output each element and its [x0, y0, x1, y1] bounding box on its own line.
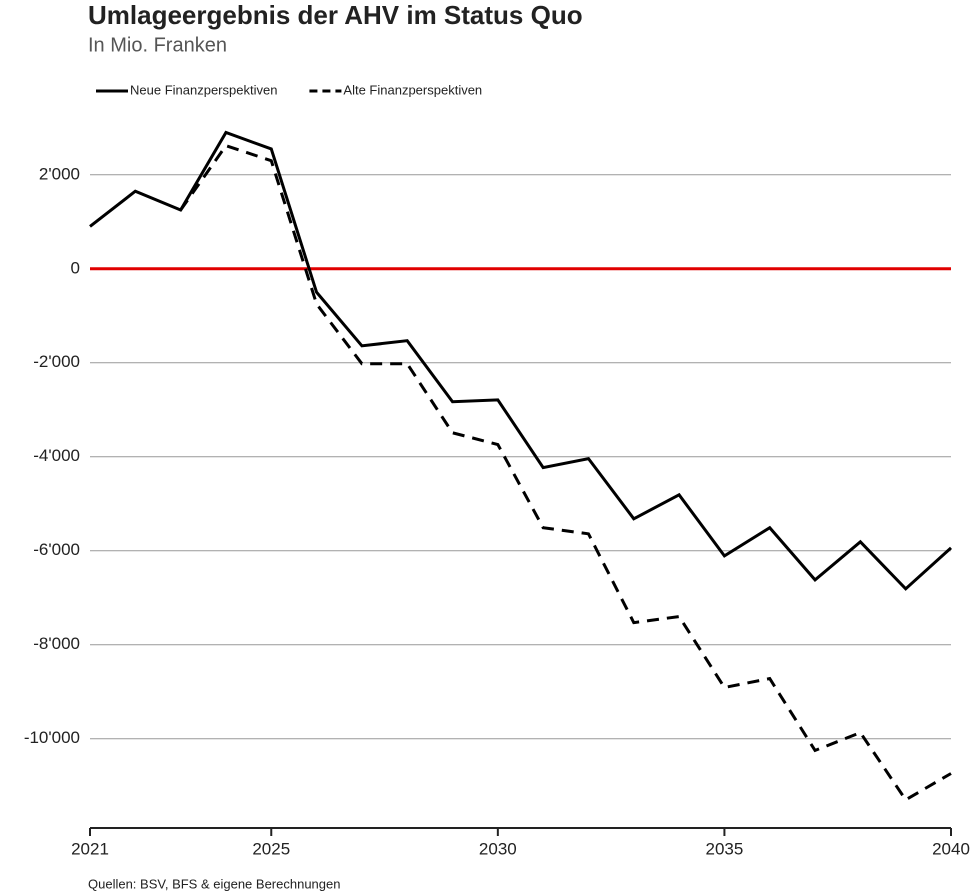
x-tick-label: 2025 — [252, 839, 290, 858]
legend-label: Neue Finanzperspektiven — [130, 82, 277, 97]
y-tick-label: -8'000 — [33, 634, 80, 653]
y-tick-label: 0 — [71, 258, 80, 277]
chart-title: Umlageergebnis der AHV im Status Quo — [88, 0, 583, 30]
y-tick-label: -10'000 — [24, 728, 80, 747]
x-tick-label: 2040 — [932, 839, 970, 858]
x-tick-label: 2021 — [71, 839, 109, 858]
x-tick-label: 2030 — [479, 839, 517, 858]
series-line — [89, 130, 953, 591]
series-line — [179, 143, 952, 802]
chart-subtitle: In Mio. Franken — [88, 34, 227, 56]
y-tick-label: -4'000 — [33, 446, 80, 465]
y-tick-label: -6'000 — [33, 540, 80, 559]
legend-label: Alte Finanzperspektiven — [343, 82, 482, 97]
y-tick-label: -2'000 — [33, 352, 80, 371]
y-tick-label: 2'000 — [39, 164, 80, 183]
source: Quellen: BSV, BFS & eigene Berechnungen — [88, 876, 340, 891]
x-tick-label: 2035 — [706, 839, 744, 858]
